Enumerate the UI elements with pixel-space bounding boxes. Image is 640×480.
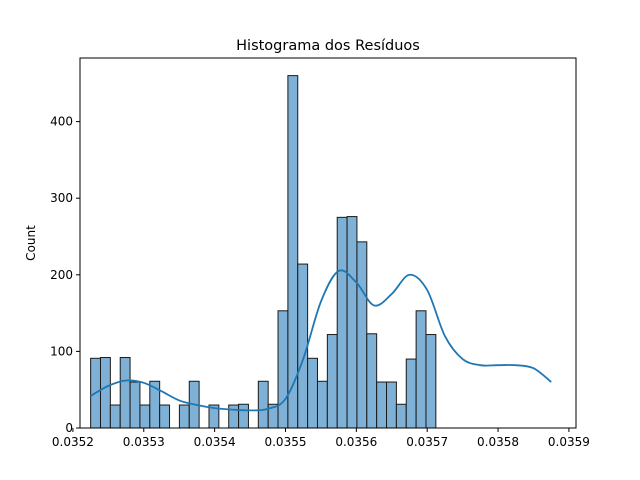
histogram-bar	[395, 403, 407, 429]
y-tick-label: 400	[50, 115, 73, 129]
histogram-bar	[159, 404, 171, 429]
histogram-bar	[99, 357, 111, 429]
y-axis-label: Count	[24, 225, 38, 261]
chart-title: Histograma dos Resíduos	[236, 38, 420, 54]
x-tick-label: 0.0358	[477, 435, 519, 449]
histogram-bar	[316, 380, 328, 429]
x-tick-label: 0.0353	[123, 435, 165, 449]
histogram-bar	[346, 216, 358, 429]
y-tick-label: 200	[50, 268, 73, 282]
x-tick-label: 0.0352	[52, 435, 94, 449]
histogram-bar	[297, 263, 309, 429]
y-tick-label: 100	[50, 344, 73, 358]
histogram-bar	[366, 333, 378, 429]
histogram-bar	[425, 334, 437, 429]
histogram-bar	[415, 310, 427, 429]
y-tick-label: 300	[50, 191, 73, 205]
x-tick-label: 0.0355	[264, 435, 306, 449]
histogram-bar	[129, 381, 141, 429]
x-tick-label: 0.0354	[194, 435, 236, 449]
histogram-bar	[277, 310, 289, 429]
histogram-bar	[336, 216, 348, 429]
histogram-bar	[228, 404, 240, 429]
histogram-bar	[386, 381, 397, 429]
histogram-bar	[326, 334, 338, 429]
x-tick-label: 0.0359	[548, 435, 590, 449]
histogram-bar	[109, 404, 121, 429]
histogram-bar	[376, 381, 388, 429]
histogram-bar	[119, 357, 131, 429]
histogram-bar	[405, 358, 417, 429]
plot-frame	[79, 57, 577, 429]
histogram-bar	[257, 380, 269, 429]
x-axis: 0.0352 0.0353 0.0354 0.0355 0.0356 0.0357 0.03…	[52, 428, 590, 449]
histogram-bar	[178, 404, 190, 429]
histogram-bar	[307, 357, 318, 429]
x-tick-label: 0.0356	[335, 435, 377, 449]
x-tick-label: 0.0357	[406, 435, 448, 449]
histogram-bar	[238, 403, 249, 429]
y-axis: 0 100 200 300 400	[50, 115, 80, 435]
histogram-bar	[356, 241, 368, 429]
histogram-bar	[139, 404, 151, 429]
y-tick-label: 0	[65, 421, 73, 435]
kde-curve	[90, 269, 552, 412]
